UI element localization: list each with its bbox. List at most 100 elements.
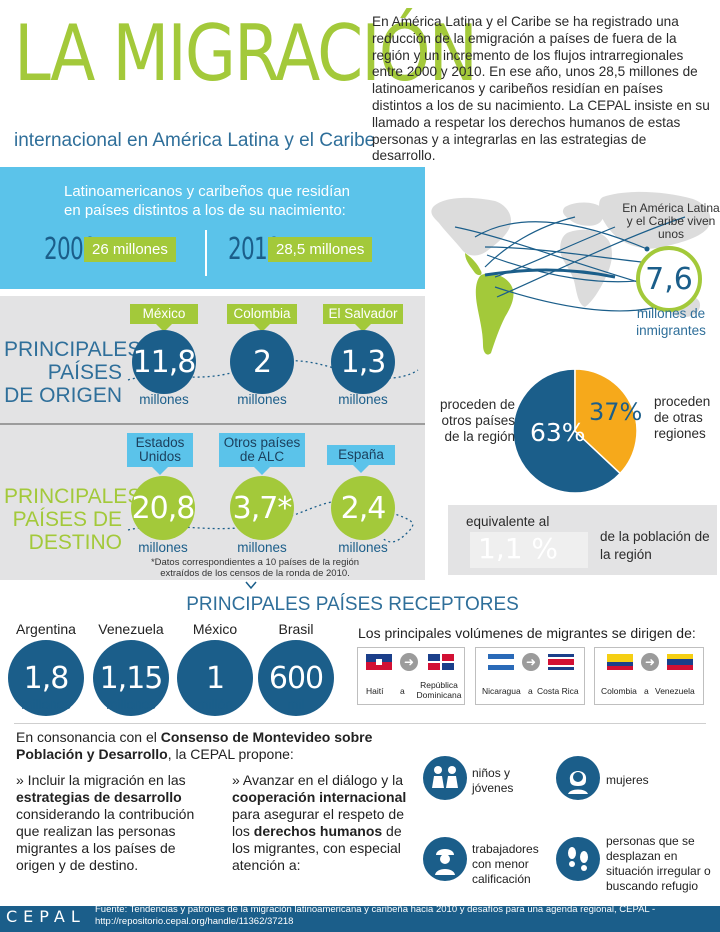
group-label: niños y jóvenes [472,766,514,795]
receiver-country: México [192,621,238,637]
destination-country-label: España [327,445,395,465]
flow-nicaragua-costa-rica: ➜ Nicaragua a Costa Rica [475,647,585,705]
cepal-logo: CEPAL [6,907,86,926]
origin-title-line: PAÍSES [47,361,122,384]
flow-haiti-dominicana: ➜ Haití a República Dominicana [357,647,465,705]
immigrants-label: En América Latina y el Caribe viven unos [622,201,720,241]
value-2000-badge: 26 millones [84,237,176,262]
flow-to-line: República [420,680,458,690]
arrow-right-icon: ➜ [400,653,418,671]
page-title: LA MIGRACIÓN [14,8,478,99]
pie-slice-label-63: 63% [530,418,586,447]
destination-country-line: Otros países [223,435,301,450]
origin-title-line: PRINCIPALES [4,338,142,361]
flows-title: Los principales volúmenes de migrantes s… [358,625,696,641]
arrow-right-icon: ➜ [641,653,659,671]
destination-unit: millones [237,540,287,555]
origin-circle-mexico: 11,8 [132,330,196,394]
destination-footnote: *Datos correspondientes a 10 países de l… [150,557,360,579]
receiver-circle-argentina: 1,8 [8,640,84,716]
destination-tag-spain: España [327,445,395,473]
flow-to-line: Dominicana [416,690,462,700]
residents-band [0,167,425,289]
destination-value: 3,7* [232,490,293,526]
receiver-unit: millones [21,697,71,712]
europe-shape [562,202,604,226]
asia-shape [599,191,711,249]
flow-to: República Dominicana [414,680,464,700]
origin-tag-mexico: México [130,304,198,332]
proposal-intro-text: En consonancia con el [16,729,161,745]
destination-country-label: Estados Unidos [127,433,193,467]
origin-unit: millones [338,392,388,407]
flow-connector: a [400,686,405,696]
north-america-shape [431,197,512,256]
origin-unit: millones [139,392,189,407]
proposal-intro-bold: Consenso de Montevideo sobre Población y… [16,729,373,762]
group-label: trabajadores con menor calificación [472,842,539,886]
pie-slice [512,368,622,494]
equivalent-suffix: de la población de la región [600,529,710,562]
band-divider [205,230,207,276]
children-icon [423,756,467,800]
receiver-value: 1 [205,660,225,696]
origin-tag-colombia: Colombia [227,304,297,332]
costa-rica-flag-icon [548,654,574,670]
pie-slice-label-37: 37% [589,398,643,426]
destination-country-line: Estados [135,435,185,450]
destination-tag-usa: Estados Unidos [127,433,193,475]
destination-title: PRINCIPALES PAÍSES DE DESTINO [4,485,142,554]
receiver-value: 600 [268,660,324,696]
colombia-flag-icon [607,654,633,670]
flow-from: Nicaragua [482,686,521,696]
footer-bar [0,906,720,932]
proposal-text: » Incluir la migración en las [16,772,186,788]
proposal-text: » Avanzar en el diálogo y la [232,772,403,788]
destination-country-line: Unidos [138,449,182,464]
dominican-flag-icon [428,654,454,670]
page-subtitle: internacional en América Latina y el Car… [14,130,376,151]
destination-value: 20,8 [131,490,196,526]
worker-icon [423,837,467,881]
receiver-country: Argentina [16,621,76,637]
origin-value: 11,8 [132,344,197,380]
arrow-right-icon: ➜ [522,653,540,671]
destination-circle-other-alc: 3,7* [230,476,294,540]
south-america-shape [475,273,514,355]
proposal-bold: derechos humanos [253,823,383,839]
destination-country-line: España [338,447,384,462]
origin-unit: millones [237,392,287,407]
residents-caption: Latinoamericanos y caribeños que residía… [64,183,351,219]
proposal-text: considerando la contribución que realiza… [16,806,195,873]
pie-left-label: proceden de otros países de la región [439,397,515,444]
origin-share-pie-chart [512,368,638,494]
origin-country-label: Colombia [227,304,297,324]
destination-country-label: Otros países de ALC [219,433,305,467]
destination-title-line: PRINCIPALES [4,485,142,508]
haiti-flag-icon [366,654,392,670]
destination-circle-spain: 2,4 [331,476,395,540]
proposal-item-2: » Avanzar en el diálogo y la cooperación… [232,772,412,874]
woman-icon [556,756,600,800]
origin-circle-colombia: 2 [230,330,294,394]
flow-connector: a [528,686,533,696]
destination-title-line: PAÍSES DE [12,508,122,531]
receiver-circle-brasil: 600 [258,640,334,716]
pie-slice [574,368,638,475]
proposal-item-1: » Incluir la migración en las estrategia… [16,772,216,874]
destination-dotted-connector [127,499,414,543]
receiver-value: 1,8 [23,660,70,696]
destination-country-line: de ALC [239,449,285,464]
tag-pointer [254,324,270,332]
destination-circle-usa: 20,8 [131,476,195,540]
immigrants-value: 7,6 [645,261,693,297]
equivalent-value-text: 1,1 % [478,532,559,565]
section-divider [14,723,706,724]
proposal-text: para asegurar el respeto de los [232,806,404,839]
intro-paragraph: En América Latina y el Caribe se ha regi… [372,14,710,164]
group-label: personas que se desplazan en situación i… [606,834,711,893]
flow-main-arrow [484,268,616,279]
proposal-bold: cooperación internacional [232,789,407,805]
origin-country-label: México [130,304,198,324]
flow-to: Costa Rica [537,686,579,696]
